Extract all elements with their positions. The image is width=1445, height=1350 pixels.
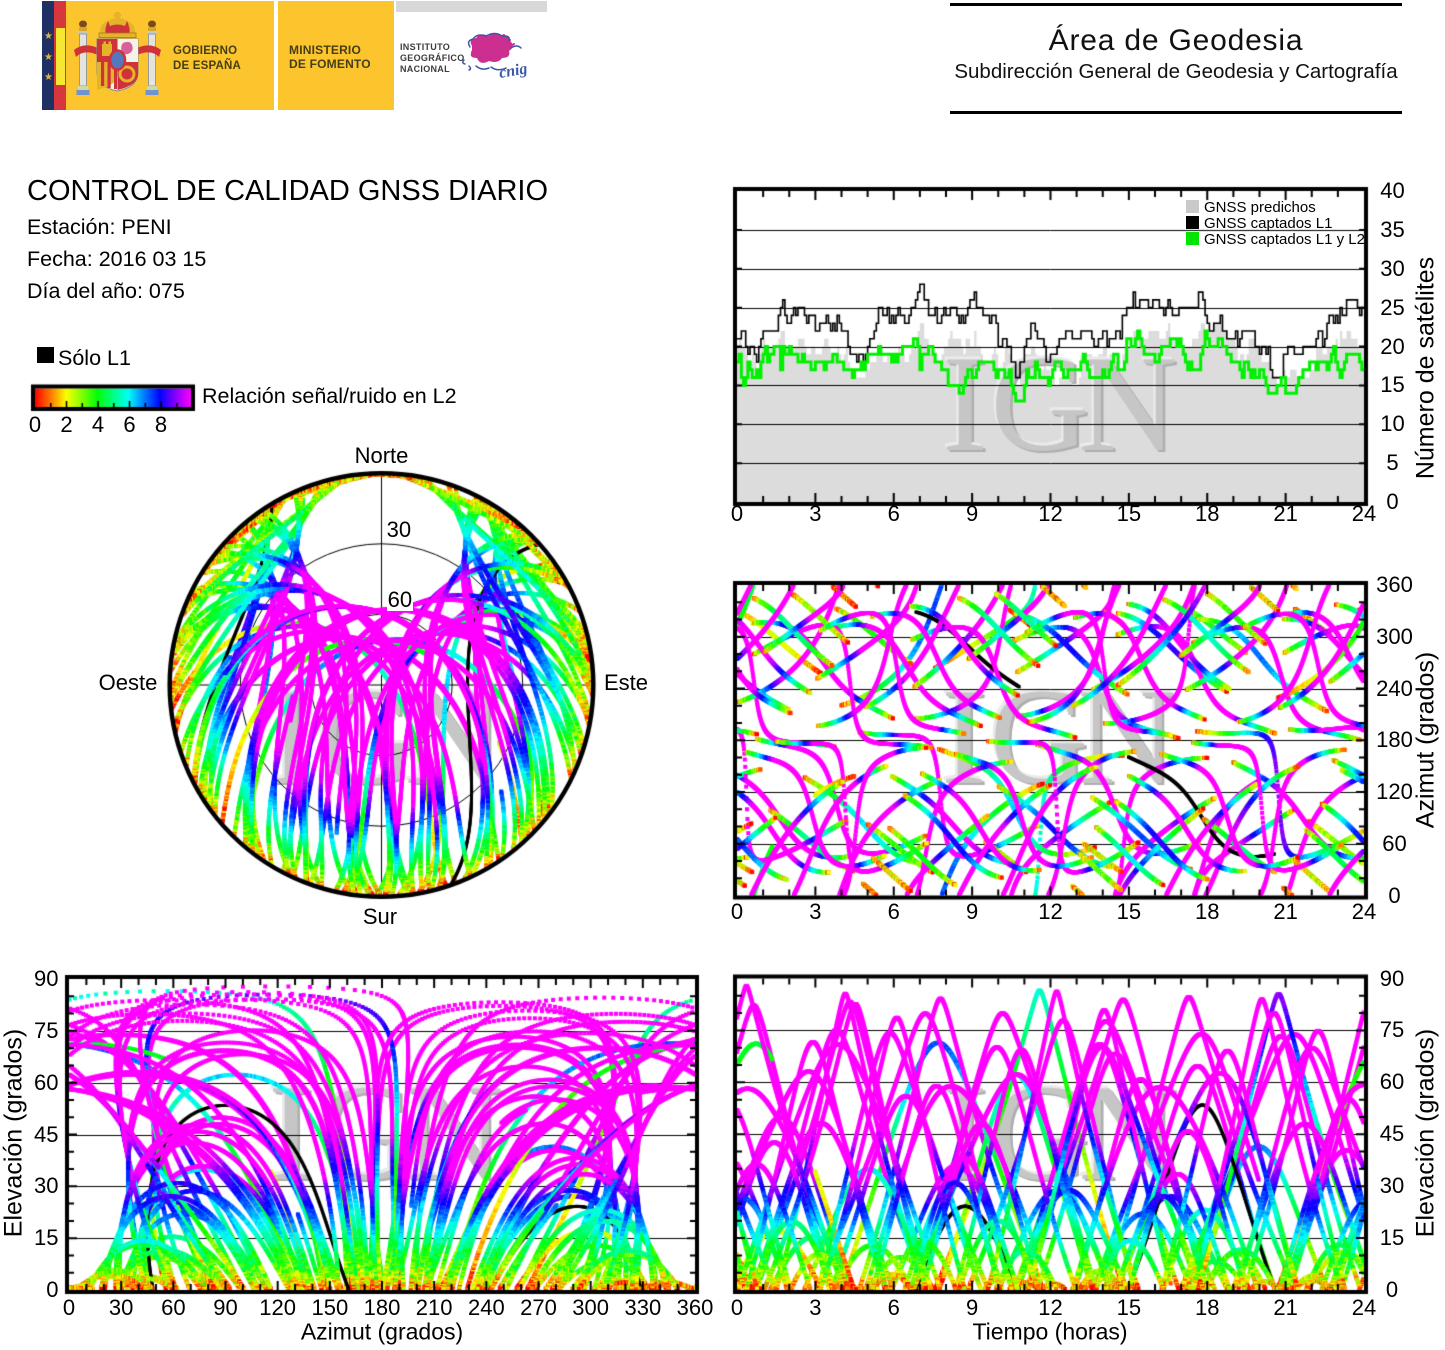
svg-text:cnig: cnig bbox=[498, 60, 529, 82]
